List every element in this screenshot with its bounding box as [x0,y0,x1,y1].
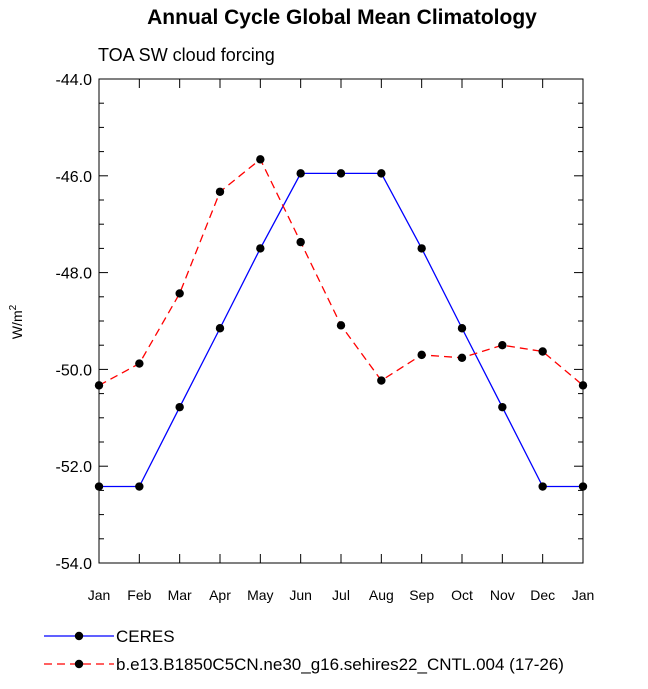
data-point [336,321,346,330]
plot-frame [98,78,584,564]
y-axis-label-superscript: 2 [8,304,19,310]
data-point [377,376,386,385]
series-line [99,172,583,488]
x-tick-label: Mar [168,587,192,603]
legend-marker [74,659,84,669]
y-axis-label-text: W/m [9,310,25,339]
x-tick-label: Jan [88,587,111,603]
data-point [538,347,547,356]
data-point [498,402,507,412]
y-tick-label: -48.0 [56,266,93,283]
data-point [94,482,104,491]
svg-text:W/m2: W/m2 [8,304,25,339]
series-line [98,158,584,386]
data-point [175,402,184,412]
chart-title: Annual Cycle Global Mean Climatology [147,6,537,29]
data-point [377,169,386,178]
data-point [135,482,144,491]
data-point [417,350,426,360]
y-tick-label: -52.0 [56,459,93,476]
x-tick-label: Oct [451,587,473,603]
data-point [296,169,305,178]
data-point [296,237,305,247]
axis-ticks [98,78,584,564]
legend-marker [74,631,84,641]
data-point [578,482,588,491]
x-tick-label: Jun [289,587,312,603]
y-tick-label: -44.0 [56,72,93,89]
chart-subtitle: TOA SW cloud forcing [98,45,275,65]
x-tick-label: Feb [127,587,151,603]
data-point [175,289,184,298]
data-point [215,324,225,333]
data-point [94,381,104,390]
series-2 [94,155,588,390]
x-tick-label: May [247,587,273,603]
data-point [457,324,467,333]
data-point [417,244,426,253]
data-point [457,353,467,362]
series-1 [94,169,588,491]
x-tick-labels: Jan Feb Mar Apr May Jun Jul Aug Sep Oct Nov Dec Jan [88,587,595,603]
y-tick-label: -50.0 [56,362,93,379]
y-tick-label: -54.0 [56,556,93,573]
x-tick-label: Dec [530,587,555,603]
data-point [256,244,265,253]
data-point [578,381,588,390]
data-point [256,155,265,164]
data-point [498,341,507,350]
x-tick-label: Nov [490,587,515,603]
data-point [215,187,225,196]
x-tick-label: Sep [409,587,434,603]
x-tick-label: Apr [209,587,231,603]
y-axis-label: W/m2 [8,304,25,339]
legend: CERES b.e13.B1850C5CN.ne30_g16.sehires22_… [44,627,564,674]
x-tick-label: Jan [572,587,595,603]
legend-label: b.e13.B1850C5CN.ne30_g16.sehires22_CNTL.… [116,655,564,674]
x-tick-label: Aug [369,587,394,603]
y-tick-label: -46.0 [56,169,93,186]
data-point [135,359,144,368]
data-point [538,482,547,491]
series-layer [94,155,588,491]
legend-label: CERES [116,627,175,646]
y-tick-labels: -44.0 -46.0 -48.0 -50.0 -52.0 -54.0 [56,72,93,573]
x-tick-label: Jul [332,587,350,603]
data-point [336,169,346,178]
